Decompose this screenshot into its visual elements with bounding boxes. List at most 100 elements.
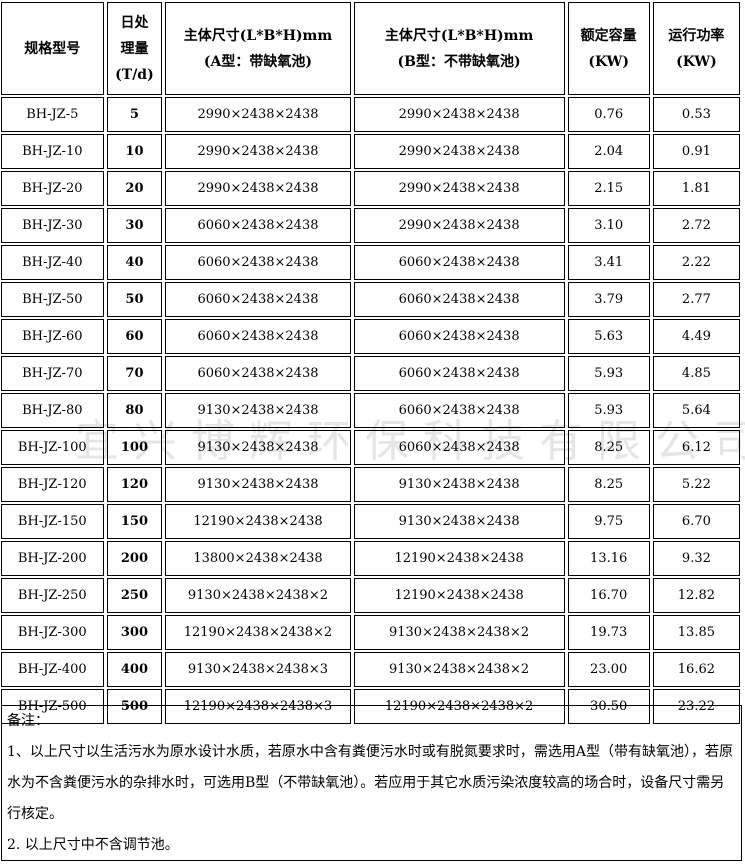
cell-dims-b: 6060×2438×2438 [353,282,565,317]
cell-rated-power: 23.00 [567,652,650,687]
header-capacity-line: (T/d) [115,66,154,83]
cell-capacity: 5 [106,97,163,132]
table-row: BH-JZ-500 500 12190×2438×2438×3 12190×2438×… [1,689,740,724]
table-row: BH-JZ-20 20 2990×2438×2438 2990×2438×2438 2.… [1,171,740,206]
cell-dims-a: 6060×2438×2438 [165,282,351,317]
cell-rated-power: 3.10 [567,208,650,243]
cell-dims-a: 2990×2438×2438 [165,171,351,206]
cell-rated-power: 13.16 [567,541,650,576]
cell-running-power: 2.22 [652,245,740,280]
cell-dims-b: 9130×2438×2438 [353,467,565,502]
cell-capacity: 30 [106,208,163,243]
header-rated-line: 额定容量 [580,27,637,44]
cell-dims-b: 9130×2438×2438×2 [353,652,565,687]
cell-dims-b: 9130×2438×2438×2 [353,615,565,650]
cell-running-power: 1.81 [652,171,740,206]
cell-capacity: 200 [106,541,163,576]
cell-dims-a: 12190×2438×2438×2 [165,615,351,650]
table-row: BH-JZ-200 200 13800×2438×2438 12190×2438×24… [1,541,740,576]
header-running: 运行功率 (KW) [652,2,740,95]
cell-dims-a: 12190×2438×2438×3 [165,689,351,724]
cell-capacity: 60 [106,319,163,354]
cell-dims-a: 9130×2438×2438 [165,430,351,465]
cell-rated-power: 3.41 [567,245,650,280]
cell-dims-a: 12190×2438×2438 [165,504,351,539]
spec-table: 规格型号 日处 理量 (T/d) 主体尺寸(L*B*H)mm (A型：带缺氧池) 主体… [1,2,740,724]
cell-model: BH-JZ-100 [1,430,104,465]
table-row: BH-JZ-40 40 6060×2438×2438 6060×2438×2438 3.… [1,245,740,280]
cell-capacity: 50 [106,282,163,317]
notes-item-2: 2. 以上尺寸中不含调节池。 [7,837,179,853]
cell-dims-b: 12190×2438×2438 [353,578,565,613]
cell-dims-a: 9130×2438×2438×3 [165,652,351,687]
table-row: BH-JZ-80 80 9130×2438×2438 6060×2438×2438 5.… [1,393,740,428]
cell-model: BH-JZ-10 [1,134,104,169]
cell-rated-power: 5.93 [567,393,650,428]
cell-running-power: 4.85 [652,356,740,391]
cell-running-power: 4.49 [652,319,740,354]
cell-model: BH-JZ-30 [1,208,104,243]
cell-running-power: 0.53 [652,97,740,132]
header-running-line: 运行功率 [668,27,725,44]
table-row: BH-JZ-10 10 2990×2438×2438 2990×2438×2438 2.… [1,134,740,169]
cell-running-power: 9.32 [652,541,740,576]
cell-capacity: 500 [106,689,163,724]
cell-dims-b: 2990×2438×2438 [353,97,565,132]
header-capacity-line: 理量 [120,40,149,57]
cell-capacity: 70 [106,356,163,391]
cell-dims-b: 12190×2438×2438×2 [353,689,565,724]
cell-rated-power: 16.70 [567,578,650,613]
notes: 备注： 1、以上尺寸以生活污水为原水设计水质，若原水中含有粪便污水时或有脱氮要求… [1,705,742,861]
cell-rated-power: 2.15 [567,171,650,206]
cell-dims-a: 2990×2438×2438 [165,134,351,169]
cell-running-power: 16.62 [652,652,740,687]
table-row: BH-JZ-70 70 6060×2438×2438 6060×2438×2438 5.… [1,356,740,391]
table-row: BH-JZ-250 250 9130×2438×2438×2 12190×2438×2… [1,578,740,613]
cell-capacity: 150 [106,504,163,539]
header-dims-b: 主体尺寸(L*B*H)mm (B型：不带缺氧池) [353,2,565,95]
cell-rated-power: 3.79 [567,282,650,317]
cell-model: BH-JZ-150 [1,504,104,539]
cell-model: BH-JZ-5 [1,97,104,132]
cell-capacity: 10 [106,134,163,169]
cell-running-power: 6.70 [652,504,740,539]
header-dims-a: 主体尺寸(L*B*H)mm (A型：带缺氧池) [165,2,351,95]
cell-dims-a: 6060×2438×2438 [165,319,351,354]
cell-dims-a: 9130×2438×2438 [165,467,351,502]
cell-model: BH-JZ-120 [1,467,104,502]
cell-rated-power: 30.50 [567,689,650,724]
cell-dims-a: 13800×2438×2438 [165,541,351,576]
header-rated-line: (KW) [588,53,629,70]
notes-item-1: 1、以上尺寸以生活污水为原水设计水质，若原水中含有粪便污水时或有脱氮要求时，需选… [7,744,734,822]
cell-capacity: 100 [106,430,163,465]
header-dims-b-line: 主体尺寸(L*B*H)mm [384,27,534,44]
cell-dims-b: 6060×2438×2438 [353,245,565,280]
cell-capacity: 80 [106,393,163,428]
cell-model: BH-JZ-250 [1,578,104,613]
cell-dims-a: 6060×2438×2438 [165,356,351,391]
table-row: BH-JZ-50 50 6060×2438×2438 6060×2438×2438 3.… [1,282,740,317]
cell-capacity: 250 [106,578,163,613]
cell-capacity: 120 [106,467,163,502]
table-row: BH-JZ-30 30 6060×2438×2438 2990×2438×2438 3.… [1,208,740,243]
header-capacity: 日处 理量 (T/d) [106,2,163,95]
cell-capacity: 400 [106,652,163,687]
header-rated: 额定容量 (KW) [567,2,650,95]
cell-model: BH-JZ-60 [1,319,104,354]
cell-rated-power: 5.93 [567,356,650,391]
cell-rated-power: 19.73 [567,615,650,650]
table-row: BH-JZ-60 60 6060×2438×2438 6060×2438×2438 5.… [1,319,740,354]
table-row: BH-JZ-120 120 9130×2438×2438 9130×2438×2438… [1,467,740,502]
cell-dims-b: 6060×2438×2438 [353,319,565,354]
cell-model: BH-JZ-300 [1,615,104,650]
cell-model: BH-JZ-50 [1,282,104,317]
cell-rated-power: 9.75 [567,504,650,539]
header-dims-a-line: (A型：带缺氧池) [203,53,313,70]
cell-dims-b: 2990×2438×2438 [353,208,565,243]
table-row: BH-JZ-300 300 12190×2438×2438×2 9130×2438×2… [1,615,740,650]
cell-dims-b: 6060×2438×2438 [353,393,565,428]
cell-running-power: 5.22 [652,467,740,502]
cell-running-power: 0.91 [652,134,740,169]
cell-model: BH-JZ-40 [1,245,104,280]
cell-dims-b: 9130×2438×2438 [353,504,565,539]
